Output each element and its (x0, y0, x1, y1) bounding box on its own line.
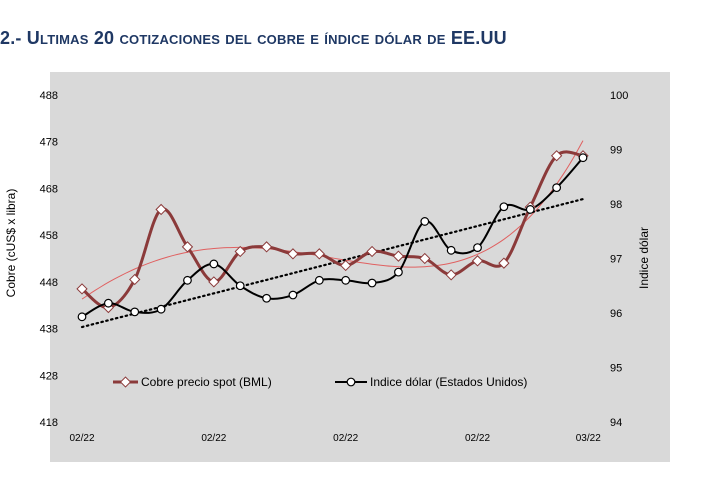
point-indice-dolar (367, 278, 377, 288)
point-cobre (234, 245, 246, 258)
point-cobre (498, 257, 510, 269)
x-tick-label: 02/22 (333, 433, 358, 444)
title-prefix: 2.- U (0, 28, 41, 48)
point-indice-dolar (130, 307, 140, 317)
point-cobre (471, 255, 484, 267)
y-tick-label: 428 (40, 370, 58, 382)
point-indice-dolar (77, 312, 87, 322)
y-axis-label: Cobre (cUS$ x libra) (4, 189, 18, 298)
point-indice-dolar (525, 205, 535, 214)
y-tick-label: 448 (40, 277, 58, 289)
legend: Cobre precio spot (BML) Indice dólar (Est… (113, 375, 527, 389)
x-tick-label: 02/22 (465, 433, 490, 444)
legend-marker (119, 376, 132, 388)
point-indice-dolar (341, 275, 351, 285)
plot-area (50, 72, 670, 462)
legend-label: Cobre precio spot (BML) (141, 375, 272, 389)
y-tick-label: 478 (40, 137, 58, 149)
page-title: 2.- Ultimas 20 cotizaciones del cobre e … (0, 28, 507, 49)
point-indice-dolar (578, 153, 588, 163)
point-indice-dolar (473, 243, 482, 253)
point-indice-dolar (394, 267, 403, 277)
y-tick-label: 488 (40, 90, 58, 102)
point-indice-dolar (446, 245, 456, 255)
y-tick-label: 438 (40, 324, 58, 336)
point-cobre (392, 250, 405, 262)
title-rest: ltimas 20 cotizaciones del cobre e índic… (40, 28, 507, 48)
point-cobre (550, 150, 563, 162)
point-cobre (76, 283, 88, 295)
y2-tick-label: 100 (610, 90, 628, 102)
y2-tick-label: 95 (610, 363, 622, 375)
y2-tick-label: 94 (610, 417, 622, 429)
y2-tick-label: 97 (610, 254, 622, 266)
point-cobre (181, 241, 194, 253)
point-indice-dolar (103, 298, 113, 308)
y-tick-label: 418 (40, 417, 58, 429)
y-tick-label: 458 (40, 230, 58, 242)
point-indice-dolar (235, 281, 245, 291)
point-indice-dolar (420, 217, 430, 226)
point-cobre (340, 259, 352, 272)
point-indice-dolar (552, 183, 562, 193)
x-tick-label: 02/22 (201, 433, 226, 444)
y-tick-label: 468 (40, 183, 58, 195)
point-indice-dolar (183, 275, 192, 285)
point-cobre (313, 248, 325, 260)
point-indice-dolar (262, 293, 271, 303)
point-cobre (287, 248, 299, 260)
point-cobre (155, 203, 167, 216)
y2-axis-label: Indice dólar (637, 227, 651, 289)
y2-tick-label: 98 (610, 199, 622, 211)
point-cobre (419, 252, 431, 265)
point-indice-dolar (209, 259, 219, 269)
x-tick-label: 03/22 (576, 433, 601, 444)
point-cobre (445, 269, 457, 281)
point-indice-dolar (499, 202, 509, 212)
point-cobre (260, 241, 273, 253)
legend-label: Indice dólar (Estados Unidos) (370, 375, 527, 389)
point-indice-dolar (314, 275, 324, 285)
point-cobre (208, 276, 220, 288)
point-indice-dolar (156, 304, 166, 314)
y2-tick-label: 99 (610, 145, 622, 157)
trendline-cobre (81, 140, 584, 300)
point-cobre (129, 273, 141, 286)
legend-marker (346, 377, 356, 387)
point-indice-dolar (288, 290, 298, 300)
x-tick-label: 02/22 (69, 433, 94, 444)
point-cobre (366, 245, 378, 258)
y2-tick-label: 96 (610, 308, 622, 320)
